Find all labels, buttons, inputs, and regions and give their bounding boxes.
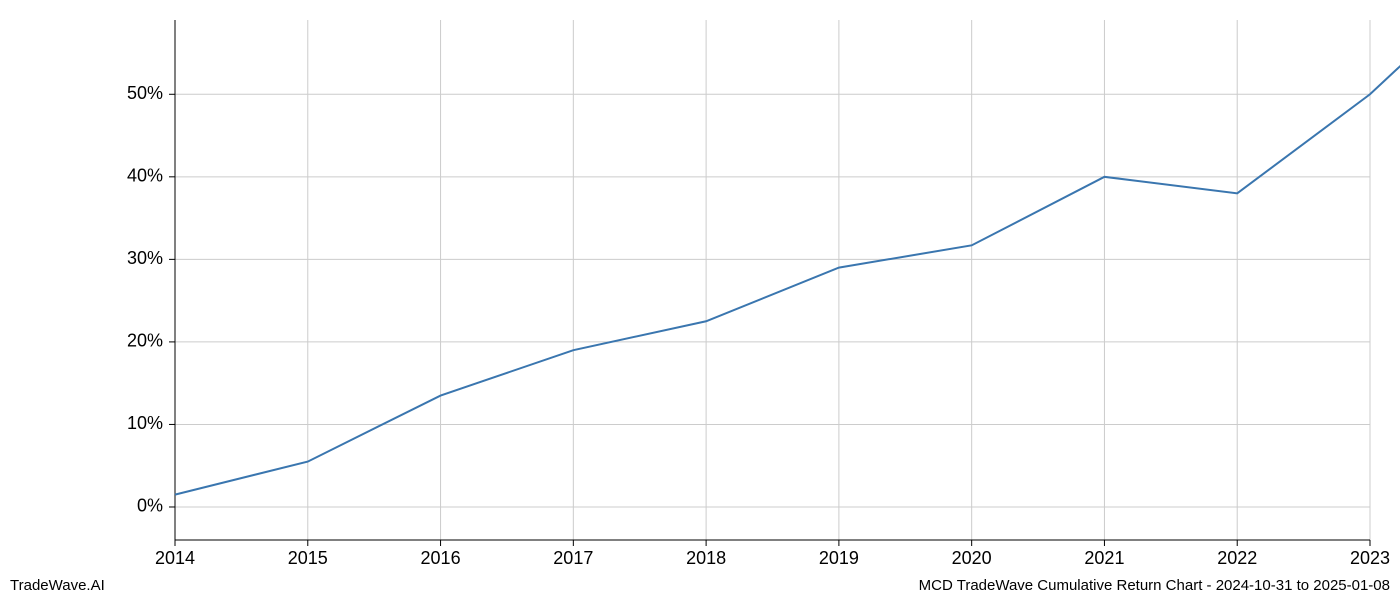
return-chart: 0% 10% 20% 30% 40% 50% 2014 2015 2016 2017 2018 201…: [0, 0, 1400, 600]
y-tick-label: 50%: [127, 83, 163, 103]
y-tick-label: 0%: [137, 496, 163, 516]
x-tick-label: 2018: [686, 548, 726, 568]
y-tick-label: 30%: [127, 248, 163, 268]
footer-brand: TradeWave.AI: [10, 577, 105, 594]
y-tick-label: 20%: [127, 331, 163, 351]
y-tick-label: 10%: [127, 413, 163, 433]
x-tick-label: 2023: [1350, 548, 1390, 568]
x-tick-label: 2019: [819, 548, 859, 568]
footer-caption: MCD TradeWave Cumulative Return Chart - …: [919, 577, 1390, 594]
x-tick-label: 2020: [952, 548, 992, 568]
x-tick-label: 2015: [288, 548, 328, 568]
x-tick-label: 2022: [1217, 548, 1257, 568]
x-tick-label: 2021: [1084, 548, 1124, 568]
x-tick-label: 2014: [155, 548, 195, 568]
chart-bg: [0, 0, 1400, 600]
x-tick-label: 2017: [553, 548, 593, 568]
chart-container: 0% 10% 20% 30% 40% 50% 2014 2015 2016 2017 2018 201…: [0, 0, 1400, 600]
y-tick-label: 40%: [127, 166, 163, 186]
x-tick-label: 2016: [421, 548, 461, 568]
